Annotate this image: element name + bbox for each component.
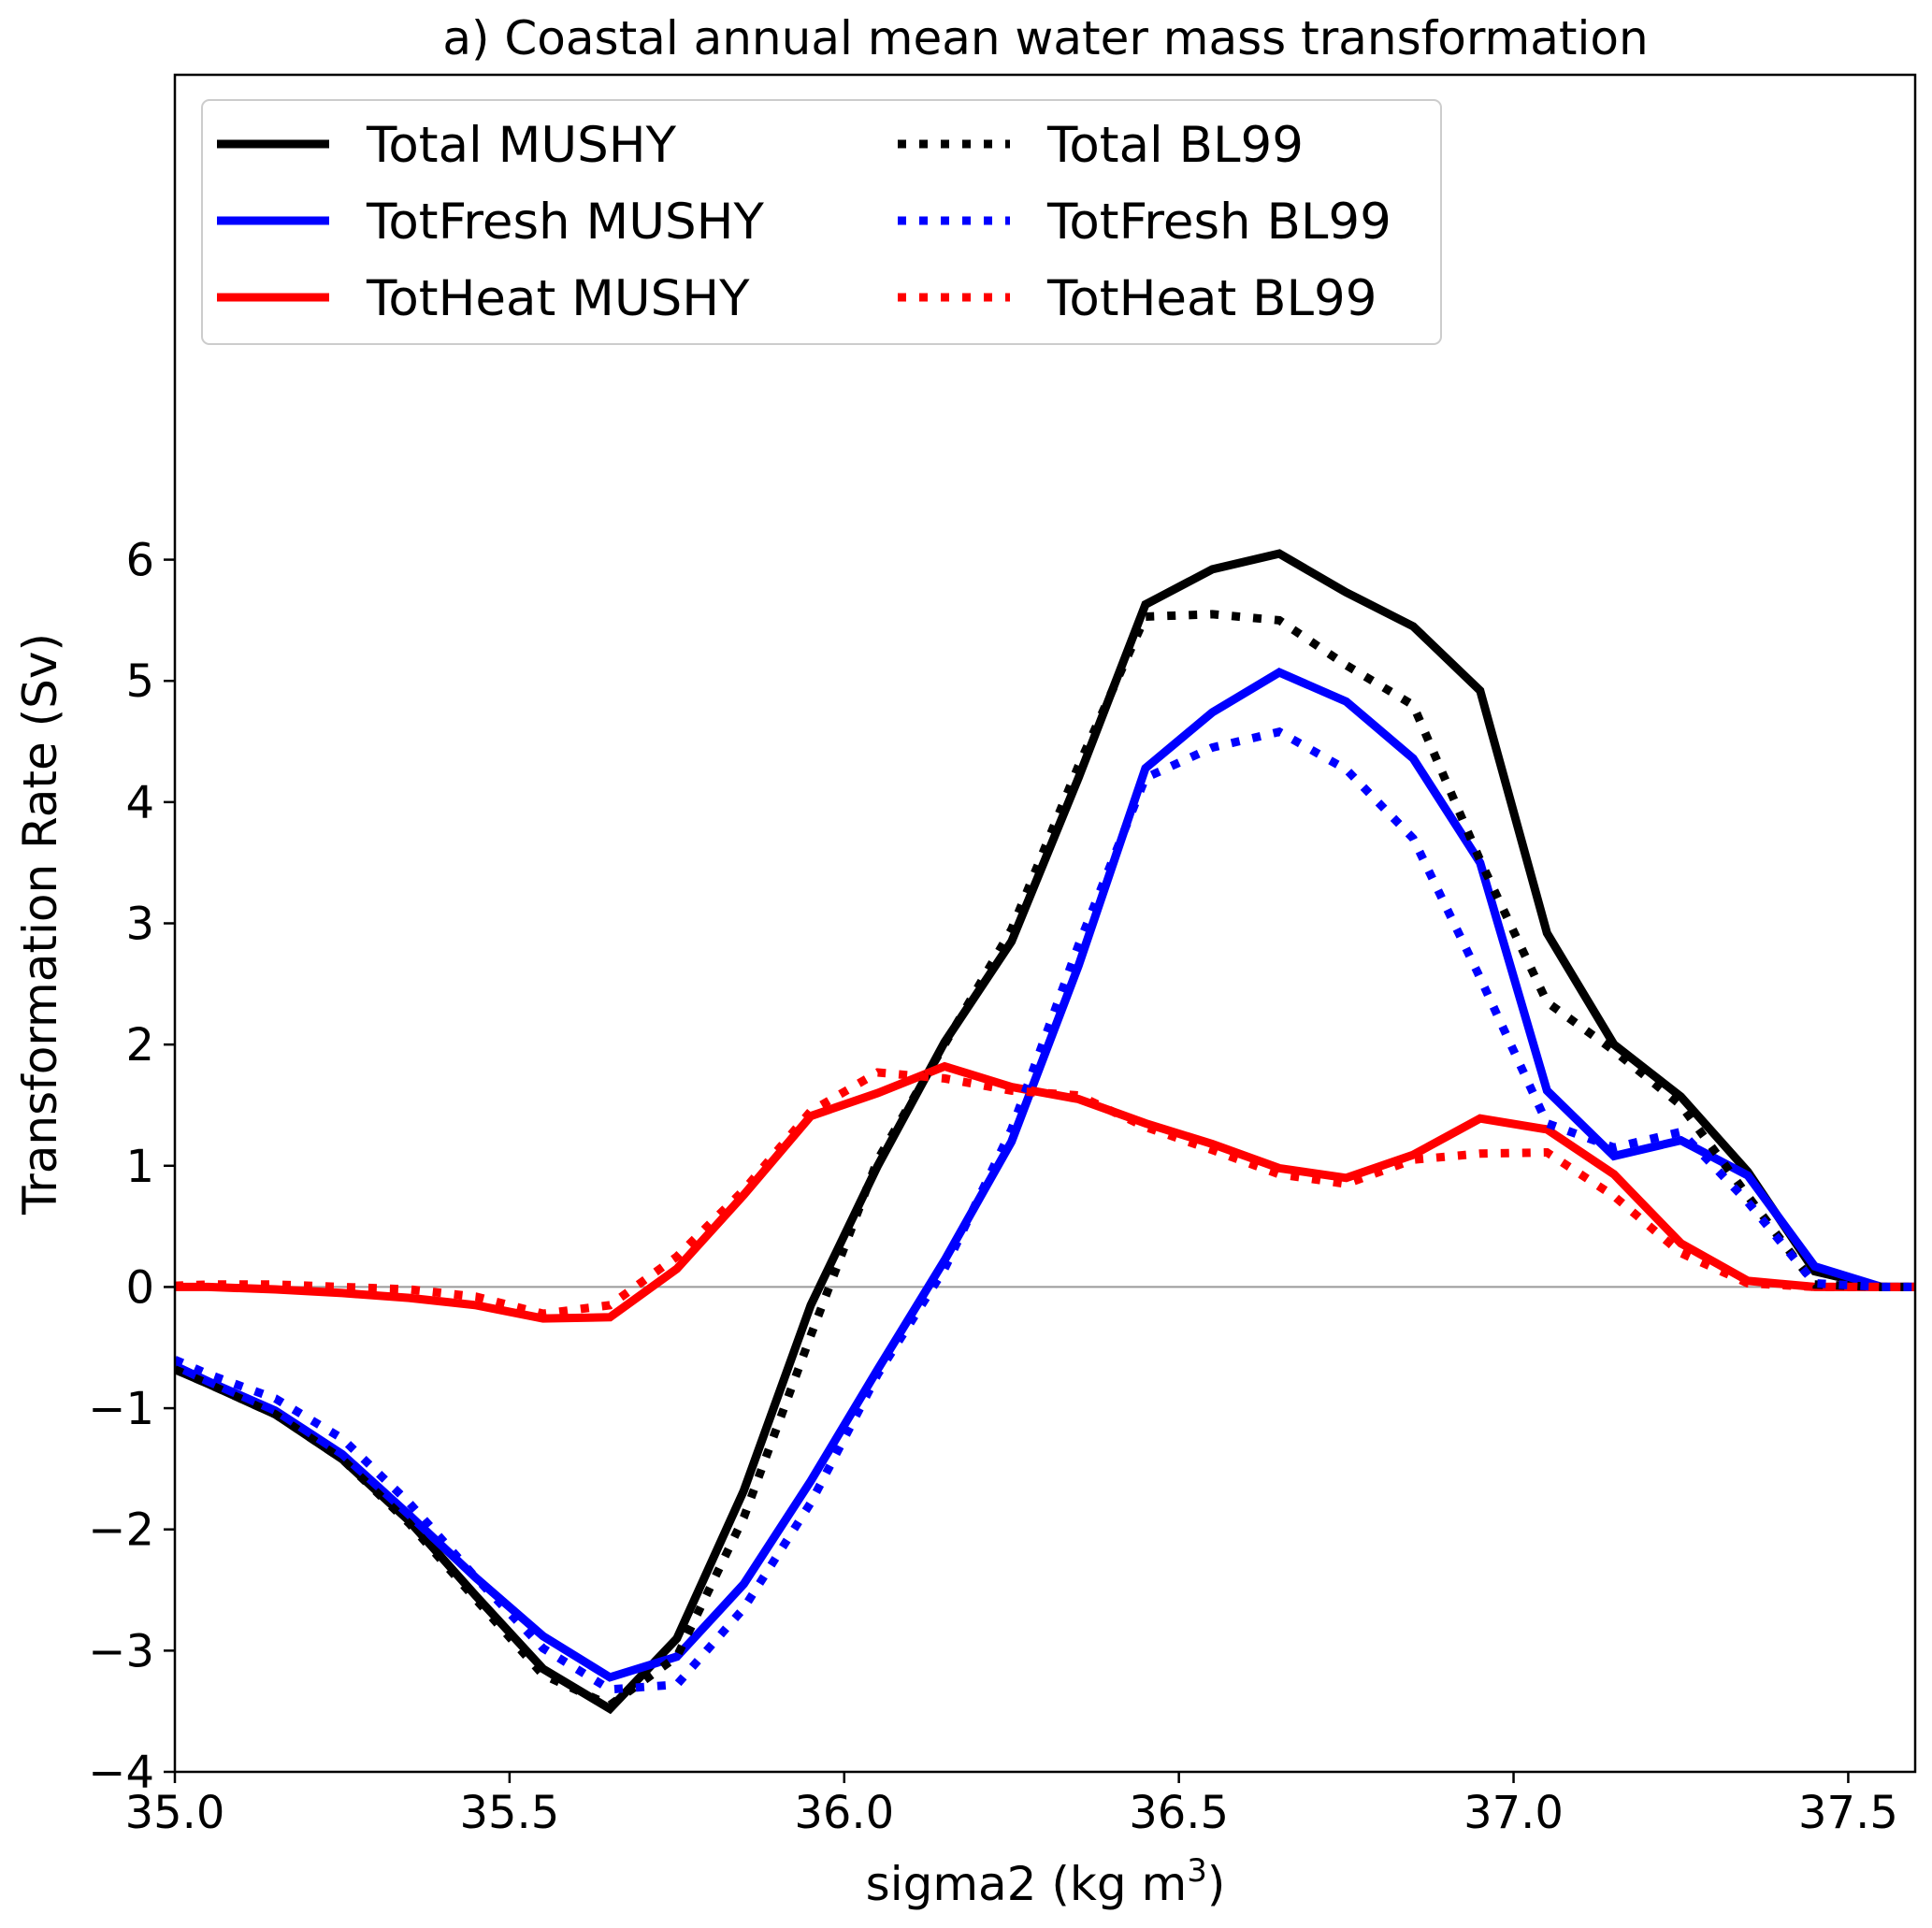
y-tick-label: 5 bbox=[125, 655, 154, 708]
x-tick-label: 36.5 bbox=[1129, 1787, 1229, 1839]
x-tick-label: 37.5 bbox=[1798, 1787, 1898, 1839]
series-line-totfresh-bl99 bbox=[175, 727, 1915, 1694]
y-tick-label: −4 bbox=[88, 1747, 154, 1799]
legend-label: TotHeat BL99 bbox=[1046, 270, 1377, 327]
y-tick-label: 6 bbox=[125, 535, 154, 587]
x-axis-label: sigma2 (kg m3) bbox=[866, 1852, 1226, 1911]
series-line-totheat-mushy bbox=[175, 1061, 1915, 1323]
series-line-totfresh-mushy bbox=[175, 668, 1915, 1682]
plot-area bbox=[173, 73, 1917, 1774]
series-lines bbox=[175, 549, 1915, 1715]
x-tick-label: 37.0 bbox=[1463, 1787, 1564, 1839]
x-tick-label: 35.0 bbox=[125, 1787, 225, 1839]
series-line-totheat-bl99 bbox=[175, 1068, 1915, 1318]
legend-label: TotHeat MUSHY bbox=[366, 270, 750, 327]
legend-label: TotFresh BL99 bbox=[1046, 194, 1391, 251]
series-line-total-mushy bbox=[175, 549, 1915, 1715]
y-tick-label: 0 bbox=[125, 1261, 154, 1314]
y-tick-label: −1 bbox=[88, 1383, 154, 1435]
y-axis-label: Transformation Rate (Sv) bbox=[13, 633, 67, 1216]
legend-label: Total BL99 bbox=[1046, 117, 1304, 174]
legend-box bbox=[201, 99, 1442, 345]
x-axis-label-main: sigma2 (kg m bbox=[866, 1857, 1188, 1911]
y-tick-label: 2 bbox=[125, 1019, 154, 1072]
x-tick-label: 36.0 bbox=[794, 1787, 894, 1839]
legend: Total MUSHY TotFresh MUSHY TotHeat MUSHY To… bbox=[201, 99, 1442, 345]
x-axis-label-superscript: 3 bbox=[1187, 1852, 1207, 1890]
y-axis-ticks: −4 −3 −2 −1 0 1 2 3 4 5 6 bbox=[88, 535, 175, 1799]
y-tick-label: 4 bbox=[125, 777, 154, 829]
series-line-total-bl99 bbox=[175, 610, 1915, 1710]
y-tick-label: −3 bbox=[88, 1625, 154, 1677]
x-axis-ticks: 35.0 35.5 36.0 36.5 37.0 37.5 bbox=[125, 1772, 1898, 1839]
x-axis-label-end: ) bbox=[1207, 1857, 1226, 1911]
y-tick-label: 1 bbox=[125, 1141, 154, 1193]
y-tick-label: −2 bbox=[88, 1504, 154, 1557]
chart-title: a) Coastal annual mean water mass transf… bbox=[442, 11, 1648, 65]
x-tick-label: 35.5 bbox=[459, 1787, 559, 1839]
y-tick-label: 3 bbox=[125, 899, 154, 951]
legend-label: TotFresh MUSHY bbox=[366, 194, 765, 251]
legend-label: Total MUSHY bbox=[366, 117, 677, 174]
